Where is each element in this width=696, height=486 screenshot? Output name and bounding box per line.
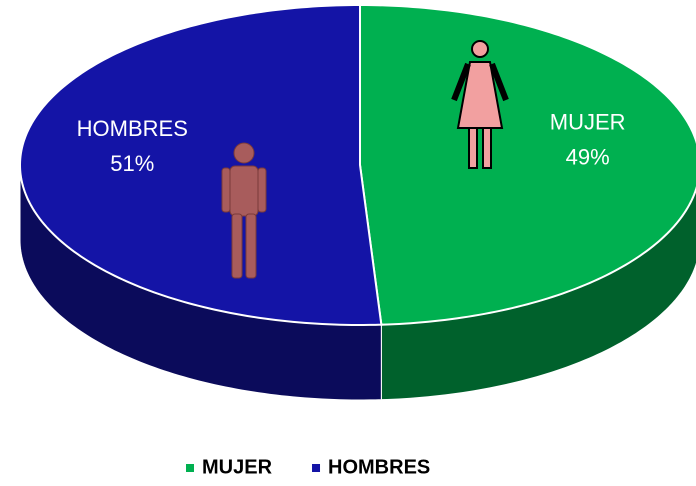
- pie: [19, 3, 696, 401]
- slice: [19, 3, 383, 326]
- legend-label: MUJER: [202, 456, 273, 478]
- legend: MUJER HOMBRES: [186, 456, 430, 478]
- legend-swatch: [186, 464, 194, 472]
- slice-value: 51%: [110, 151, 154, 176]
- slice-label: MUJER: [550, 109, 626, 134]
- legend-label: HOMBRES: [328, 456, 430, 478]
- slice-label: HOMBRES: [77, 116, 188, 141]
- legend-swatch: [312, 464, 321, 472]
- slice: [359, 3, 696, 326]
- data-labels: MUJER 49% HOMBRES 51%: [77, 109, 626, 176]
- man-icon: [221, 142, 267, 279]
- slice-value: 49%: [566, 144, 610, 169]
- icons: [221, 40, 509, 279]
- woman-icon: [451, 40, 509, 169]
